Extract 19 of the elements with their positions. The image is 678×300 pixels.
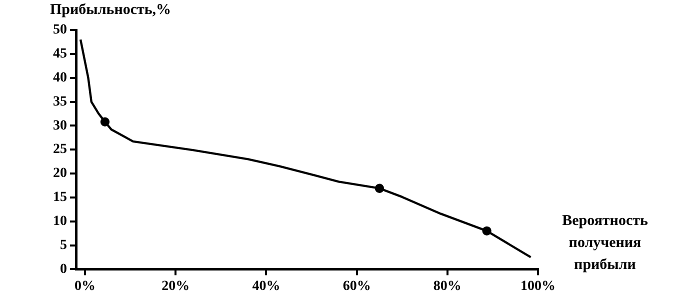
y-tick-label: 45	[53, 46, 67, 62]
y-tick-label: 0	[60, 262, 67, 277]
y-tick-label: 10	[53, 214, 67, 229]
y-tick-label: 15	[53, 190, 67, 206]
y-axis-title: Прибыльность,%	[50, 2, 172, 19]
y-tick-label: 25	[53, 142, 67, 158]
x-tick-label: 0%	[74, 279, 96, 294]
x-axis-title: Вероятность получения прибыли	[561, 212, 649, 275]
y-tick-label: 35	[53, 94, 67, 110]
y-tick-label: 40	[53, 70, 67, 86]
y-tick-label: 50	[53, 22, 67, 38]
y-tick-label: 5	[60, 238, 67, 253]
x-tick-label: 60%	[342, 279, 371, 294]
x-tick-label: 40%	[252, 279, 280, 294]
x-tick-label: 100%	[520, 279, 556, 294]
x-tick-label: 20%	[162, 279, 190, 294]
y-tick-label: 20	[53, 166, 67, 182]
x-tick-label: 80%	[433, 279, 462, 294]
y-tick-label: 30	[53, 118, 67, 134]
